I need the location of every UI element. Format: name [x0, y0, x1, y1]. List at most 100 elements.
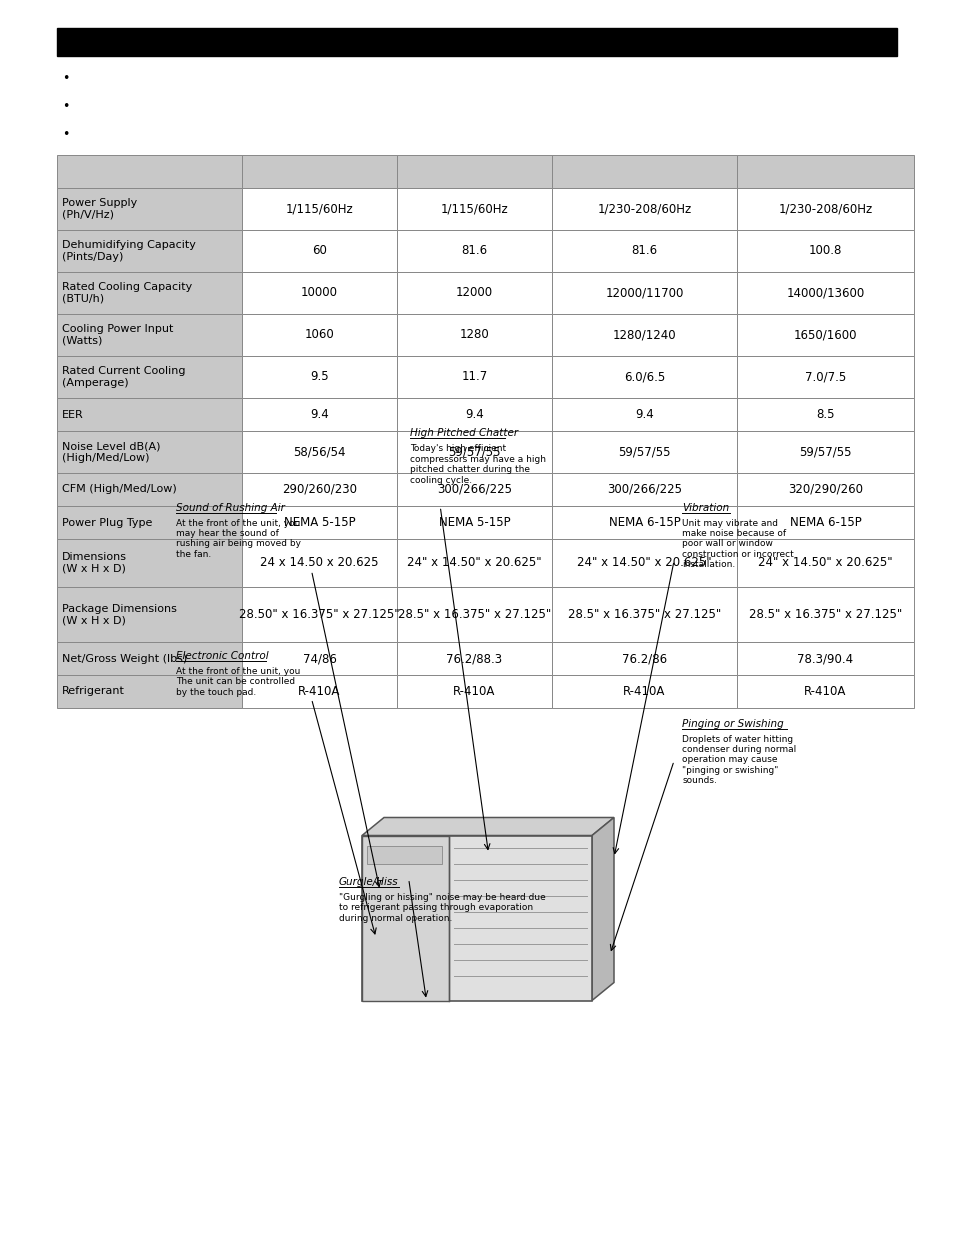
Text: 1280: 1280	[459, 329, 489, 342]
Bar	[737, 642, 913, 676]
Bar	[57, 587, 242, 642]
Text: 76.2/86: 76.2/86	[621, 652, 666, 664]
Bar	[552, 188, 737, 230]
Bar	[552, 314, 737, 356]
Text: 78.3/90.4: 78.3/90.4	[797, 652, 853, 664]
Text: 12000: 12000	[456, 287, 493, 300]
Bar	[242, 587, 396, 642]
Text: NEMA 5-15P: NEMA 5-15P	[438, 516, 510, 529]
Text: 59/57/55: 59/57/55	[618, 446, 670, 458]
Bar	[552, 356, 737, 398]
Text: 1650/1600: 1650/1600	[793, 329, 857, 342]
Text: 10000: 10000	[301, 287, 337, 300]
Bar	[242, 230, 396, 272]
Text: 9.4: 9.4	[310, 408, 329, 421]
Text: Dimensions
(W x H x D): Dimensions (W x H x D)	[62, 552, 127, 574]
Bar	[242, 431, 396, 473]
Text: 14000/13600: 14000/13600	[785, 287, 863, 300]
Bar	[737, 272, 913, 314]
Bar	[396, 230, 552, 272]
Bar	[552, 156, 737, 188]
Text: 74/86: 74/86	[302, 652, 336, 664]
Text: 320/290/260: 320/290/260	[787, 483, 862, 496]
Text: 60: 60	[312, 245, 327, 258]
Bar	[396, 538, 552, 587]
Bar	[737, 676, 913, 708]
Bar	[242, 538, 396, 587]
Text: 1/230-208/60Hz: 1/230-208/60Hz	[778, 203, 872, 215]
Text: 9.5: 9.5	[310, 370, 329, 384]
Text: 24" x 14.50" x 20.625": 24" x 14.50" x 20.625"	[407, 557, 541, 569]
Text: R-410A: R-410A	[298, 685, 340, 698]
Bar	[57, 272, 242, 314]
Bar	[57, 398, 242, 431]
Text: At the front of the unit, you
The unit can be controlled
by the touch pad.: At the front of the unit, you The unit c…	[176, 667, 300, 697]
Text: Droplets of water hitting
condenser during normal
operation may cause
"pinging o: Droplets of water hitting condenser duri…	[681, 735, 796, 785]
Bar	[396, 473, 552, 506]
Text: 300/266/225: 300/266/225	[436, 483, 512, 496]
Bar	[57, 431, 242, 473]
Bar	[737, 230, 913, 272]
Bar	[242, 156, 396, 188]
Bar	[242, 272, 396, 314]
Bar	[552, 506, 737, 538]
Text: Today's high efficient
compressors may have a high
pitched chatter during the
co: Today's high efficient compressors may h…	[410, 445, 546, 484]
Text: Rated Cooling Capacity
(BTU/h): Rated Cooling Capacity (BTU/h)	[62, 283, 193, 304]
Bar	[396, 642, 552, 676]
Bar	[242, 188, 396, 230]
Bar	[242, 676, 396, 708]
Text: 1/115/60Hz: 1/115/60Hz	[440, 203, 508, 215]
Text: Power Plug Type: Power Plug Type	[62, 517, 152, 527]
Text: High Pitched Chatter: High Pitched Chatter	[410, 429, 517, 438]
Bar	[552, 642, 737, 676]
Text: 81.6: 81.6	[461, 245, 487, 258]
Text: 24 x 14.50 x 20.625: 24 x 14.50 x 20.625	[260, 557, 378, 569]
Text: 290/260/230: 290/260/230	[282, 483, 356, 496]
Bar	[552, 431, 737, 473]
Bar	[737, 356, 913, 398]
Bar	[737, 506, 913, 538]
Text: •: •	[62, 100, 70, 112]
Text: Vibration: Vibration	[681, 503, 729, 513]
Bar	[396, 431, 552, 473]
Bar	[242, 506, 396, 538]
Text: 28.5" x 16.375" x 27.125": 28.5" x 16.375" x 27.125"	[567, 608, 720, 621]
Bar	[396, 398, 552, 431]
Bar	[737, 314, 913, 356]
Text: EER: EER	[62, 410, 84, 420]
Text: 59/57/55: 59/57/55	[448, 446, 500, 458]
Text: Refrigerant: Refrigerant	[62, 687, 125, 697]
Bar	[737, 538, 913, 587]
Bar	[552, 398, 737, 431]
Text: 81.6: 81.6	[631, 245, 657, 258]
Bar	[552, 272, 737, 314]
Text: NEMA 6-15P: NEMA 6-15P	[608, 516, 679, 529]
Bar	[57, 188, 242, 230]
Bar	[737, 587, 913, 642]
Bar	[57, 642, 242, 676]
Bar	[552, 538, 737, 587]
Text: NEMA 5-15P: NEMA 5-15P	[283, 516, 355, 529]
Bar	[57, 538, 242, 587]
Bar	[242, 314, 396, 356]
Bar	[242, 356, 396, 398]
Bar	[396, 356, 552, 398]
Text: 11.7: 11.7	[461, 370, 487, 384]
Text: "Gurgling or hissing" noise may be heard due
to refrigerant passing through evap: "Gurgling or hissing" noise may be heard…	[338, 893, 545, 923]
Text: Gurgle/Hiss: Gurgle/Hiss	[338, 877, 397, 887]
Text: 7.0/7.5: 7.0/7.5	[804, 370, 845, 384]
Text: Electronic Control: Electronic Control	[176, 651, 269, 661]
Bar	[57, 473, 242, 506]
Bar	[737, 431, 913, 473]
Text: 1280/1240: 1280/1240	[612, 329, 676, 342]
Bar	[552, 676, 737, 708]
Polygon shape	[361, 818, 614, 836]
Bar	[396, 314, 552, 356]
Text: 28.5" x 16.375" x 27.125": 28.5" x 16.375" x 27.125"	[397, 608, 551, 621]
Text: R-410A: R-410A	[453, 685, 496, 698]
Text: 9.4: 9.4	[465, 408, 483, 421]
Text: 6.0/6.5: 6.0/6.5	[623, 370, 664, 384]
Text: 1060: 1060	[304, 329, 334, 342]
Bar	[396, 587, 552, 642]
Text: 1/115/60Hz: 1/115/60Hz	[285, 203, 353, 215]
